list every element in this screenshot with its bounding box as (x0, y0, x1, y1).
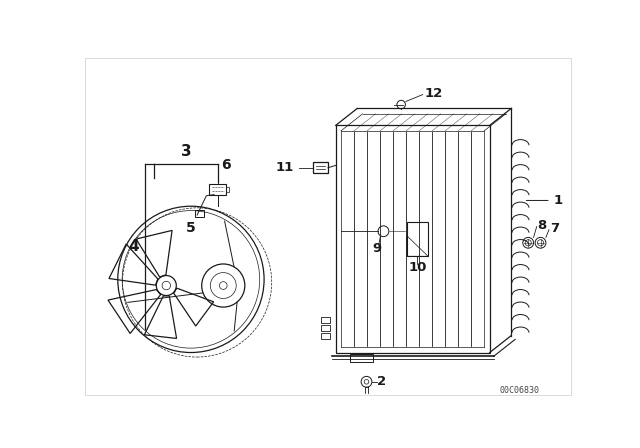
Text: 1: 1 (526, 194, 563, 207)
Text: 10: 10 (408, 261, 426, 274)
Text: 2: 2 (378, 375, 387, 388)
Bar (209, 184, 227, 195)
Text: 8: 8 (538, 220, 547, 233)
Text: 5: 5 (186, 221, 195, 235)
Bar (406, 222, 428, 256)
Text: 12: 12 (424, 87, 442, 100)
Bar (349, 354, 372, 362)
Bar (321, 317, 330, 323)
Bar (195, 211, 204, 216)
Text: 9: 9 (372, 241, 382, 254)
Text: 4: 4 (128, 239, 139, 254)
Text: 7: 7 (550, 223, 559, 236)
Bar (321, 325, 330, 331)
Bar (227, 187, 230, 192)
Text: 11: 11 (276, 161, 294, 174)
Bar (312, 162, 328, 173)
Bar (336, 125, 490, 353)
Bar (321, 332, 330, 339)
Text: 6: 6 (221, 158, 230, 172)
Text: 00C06830: 00C06830 (500, 386, 540, 395)
Text: 3: 3 (180, 144, 191, 159)
